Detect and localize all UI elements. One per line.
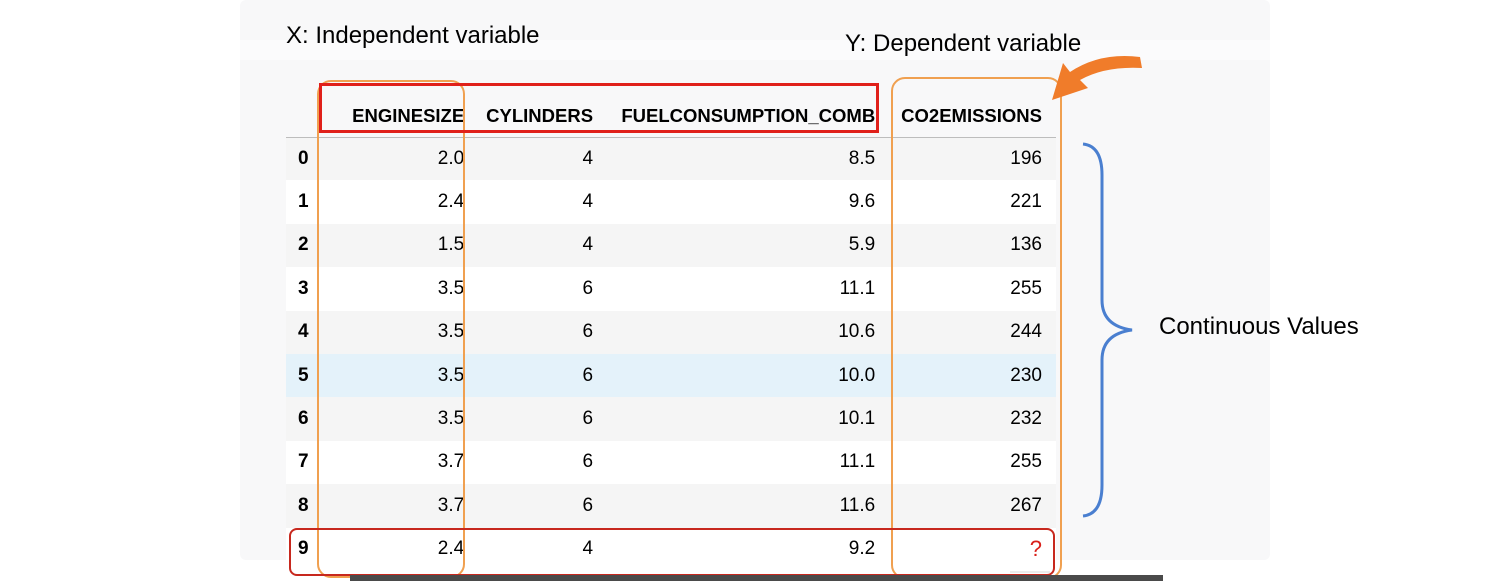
independent-variable-label: X: Independent variable xyxy=(286,22,540,49)
cell-fuelconsumption: 11.1 xyxy=(839,451,876,473)
cell-enginesize: 2.4 xyxy=(437,191,465,213)
cell-fuelconsumption: 10.6 xyxy=(838,321,876,343)
cell-co2emissions: 255 xyxy=(1010,277,1042,299)
arrow-icon xyxy=(1052,56,1142,100)
cell-co2emissions: 221 xyxy=(1010,191,1042,213)
question-cell-background xyxy=(1010,531,1050,573)
table-row: 0 2.0 4 8.5 196 xyxy=(286,137,1056,181)
background-watermark xyxy=(240,0,1270,560)
dependent-variable-label: Y: Dependent variable xyxy=(845,30,1082,57)
cell-co2emissions: 255 xyxy=(1010,451,1042,473)
cell-cylinders: 4 xyxy=(582,234,594,256)
cell-cylinders: 4 xyxy=(582,538,594,560)
row-index: 3 xyxy=(298,277,309,299)
cell-fuelconsumption: 11.6 xyxy=(839,494,876,516)
curly-brace-icon xyxy=(1082,142,1133,518)
feature-header-box xyxy=(319,83,879,133)
table-row: 3 3.5 6 11.1 255 xyxy=(286,267,1056,311)
cell-enginesize: 2.4 xyxy=(437,538,465,560)
cell-cylinders: 4 xyxy=(582,191,594,213)
cell-co2emissions: 267 xyxy=(1010,494,1042,516)
cell-cylinders: 6 xyxy=(582,408,594,430)
table-row: 6 3.5 6 10.1 232 xyxy=(286,397,1056,441)
cell-co2emissions: 230 xyxy=(1010,364,1042,386)
cell-enginesize: 3.7 xyxy=(437,494,465,516)
cell-co2emissions: 244 xyxy=(1010,321,1042,343)
cell-fuelconsumption: 9.2 xyxy=(848,538,876,560)
cell-fuelconsumption: 9.6 xyxy=(848,191,876,213)
cell-cylinders: 6 xyxy=(582,451,594,473)
dataframe-table: ENGINESIZE CYLINDERS FUELCONSUMPTION_COM… xyxy=(286,95,1056,571)
row-index: 8 xyxy=(298,494,309,516)
row-index: 9 xyxy=(298,538,309,560)
bottom-scrollbar xyxy=(350,575,1163,581)
row-index: 1 xyxy=(298,191,309,213)
cell-cylinders: 6 xyxy=(582,321,594,343)
continuous-values-label: Continuous Values xyxy=(1159,313,1359,340)
cell-fuelconsumption: 10.0 xyxy=(838,364,876,386)
cell-enginesize: 3.7 xyxy=(437,451,465,473)
cell-fuelconsumption: 11.1 xyxy=(839,277,876,299)
header-co2emissions: CO2EMISSIONS xyxy=(889,95,1056,138)
cell-cylinders: 6 xyxy=(582,277,594,299)
row-index: 0 xyxy=(298,147,309,169)
cell-co2emissions: 196 xyxy=(1010,147,1042,169)
row-index: 4 xyxy=(298,321,309,343)
table-row: 8 3.7 6 11.6 267 xyxy=(286,484,1056,528)
cell-co2emissions: 136 xyxy=(1010,234,1042,256)
table-row: 9 2.4 4 9.2? xyxy=(286,527,1056,571)
cell-fuelconsumption: 5.9 xyxy=(848,234,876,256)
table-row: 1 2.4 4 9.6 221 xyxy=(286,180,1056,224)
table-row: 2 1.5 4 5.9 136 xyxy=(286,223,1056,268)
header-index xyxy=(286,95,323,138)
row-index: 5 xyxy=(298,364,309,386)
cell-enginesize: 1.5 xyxy=(437,234,465,256)
background-band xyxy=(240,40,1270,60)
row-index: 7 xyxy=(298,451,309,473)
table-row: 4 3.5 6 10.6 244 xyxy=(286,310,1056,354)
unknown-value-marker: ? xyxy=(1029,536,1042,562)
cell-cylinders: 4 xyxy=(582,147,594,169)
cell-enginesize: 3.5 xyxy=(437,364,465,386)
row-index: 2 xyxy=(298,234,309,256)
cell-co2emissions: 232 xyxy=(1010,408,1042,430)
row-index: 6 xyxy=(298,408,309,430)
cell-cylinders: 6 xyxy=(582,364,594,386)
cell-enginesize: 3.5 xyxy=(437,277,465,299)
cell-fuelconsumption: 8.5 xyxy=(848,147,876,169)
cell-enginesize: 3.5 xyxy=(437,408,465,430)
cell-enginesize: 3.5 xyxy=(437,321,465,343)
cell-enginesize: 2.0 xyxy=(437,147,465,169)
table-row: 7 3.7 6 11.1 255 xyxy=(286,440,1056,485)
cell-cylinders: 6 xyxy=(582,494,594,516)
cell-fuelconsumption: 10.1 xyxy=(838,408,876,430)
table-row: 5 3.5 6 10.0 230 xyxy=(286,353,1056,398)
